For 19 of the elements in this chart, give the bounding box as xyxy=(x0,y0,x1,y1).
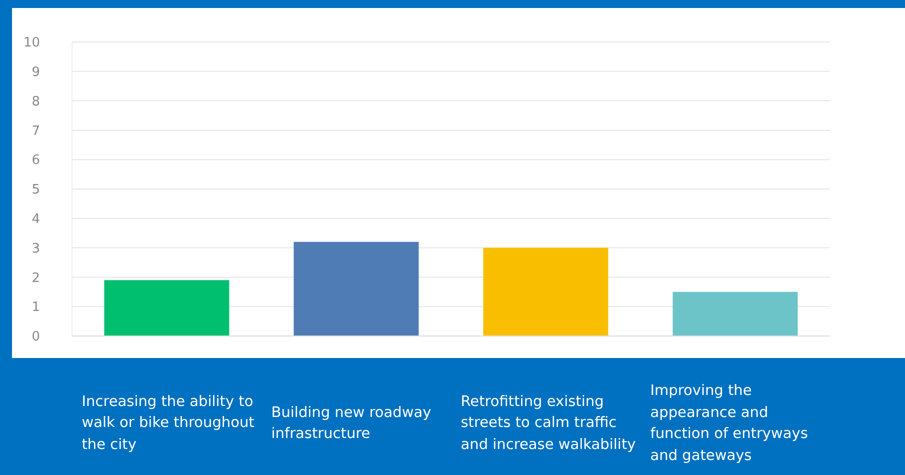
y-tick-label: 3 xyxy=(32,241,40,256)
bar xyxy=(294,242,419,336)
bar xyxy=(672,292,798,336)
x-tick-label: Building new roadway infrastructure xyxy=(271,404,432,444)
bar xyxy=(483,248,608,336)
y-tick-label: 7 xyxy=(32,124,40,139)
y-tick-label: 4 xyxy=(32,212,40,228)
y-tick-label: 6 xyxy=(32,153,40,168)
y-tick-label: 9 xyxy=(32,65,40,80)
x-tick-label: Retrofitting existing streets to calm traffic and increase walkability xyxy=(460,392,636,455)
y-tick-label: 5 xyxy=(32,182,40,198)
y-tick-label: 1 xyxy=(32,300,40,316)
x-tick-label: Increasing the ability to walk or bike throughout the city xyxy=(82,392,256,455)
y-tick-label: 8 xyxy=(32,94,40,110)
y-tick-label: 2 xyxy=(32,270,40,286)
bar xyxy=(104,280,230,336)
x-tick-label: Improving the appearance and function of entryways and gateways xyxy=(650,382,809,466)
y-tick-label: 10 xyxy=(23,36,40,51)
y-tick-label: 0 xyxy=(32,330,40,345)
